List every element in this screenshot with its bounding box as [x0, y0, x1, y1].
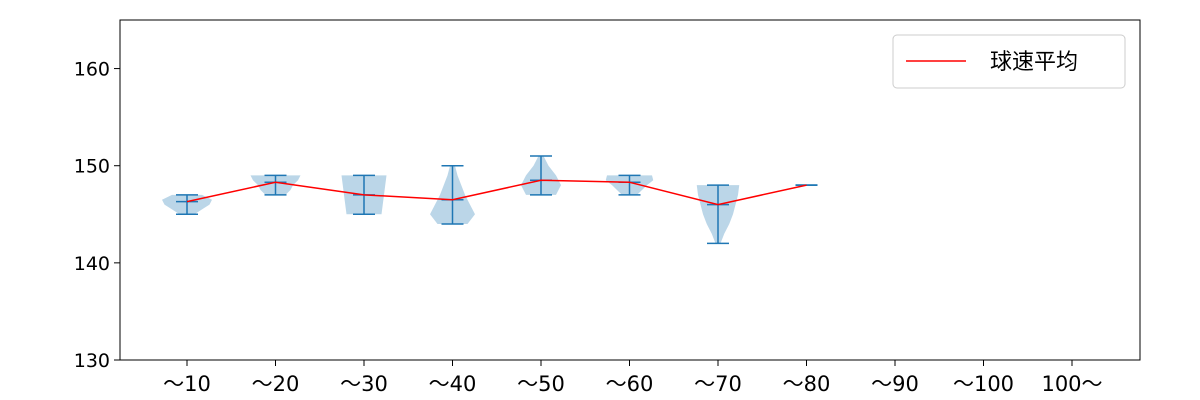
y-tick-label: 140 — [74, 253, 110, 275]
x-tick-label: 100～ — [1041, 372, 1102, 396]
mean-speed-line — [186, 179, 807, 206]
x-tick-label: ～100 — [953, 372, 1014, 396]
y-tick-label: 150 — [74, 156, 110, 178]
x-tick-label: ～20 — [252, 372, 300, 396]
x-tick-label: ～50 — [517, 372, 565, 396]
x-tick-label: ～90 — [871, 372, 919, 396]
x-tick-label: ～30 — [340, 372, 388, 396]
violin-group — [162, 155, 818, 245]
legend-box — [892, 34, 1126, 89]
x-tick-label: ～70 — [694, 372, 742, 396]
legend: 球速平均 — [892, 34, 1126, 89]
x-tick-label: ～80 — [783, 372, 831, 396]
plot-frame — [119, 19, 1141, 361]
legend-label: 球速平均 — [990, 50, 1078, 75]
x-tick-label: ～40 — [429, 372, 477, 396]
y-tick-label: 130 — [74, 350, 110, 372]
x-tick-label: ～60 — [606, 372, 654, 396]
mean-line-group — [186, 179, 807, 206]
axes-group: 130 140 150 160 ～10 ～20 ～30 ～40 ～50 ～60 ～70 ～80 ～90 ～… — [74, 59, 1103, 396]
y-tick-label: 160 — [74, 59, 110, 81]
x-tick-label: ～10 — [163, 372, 211, 396]
